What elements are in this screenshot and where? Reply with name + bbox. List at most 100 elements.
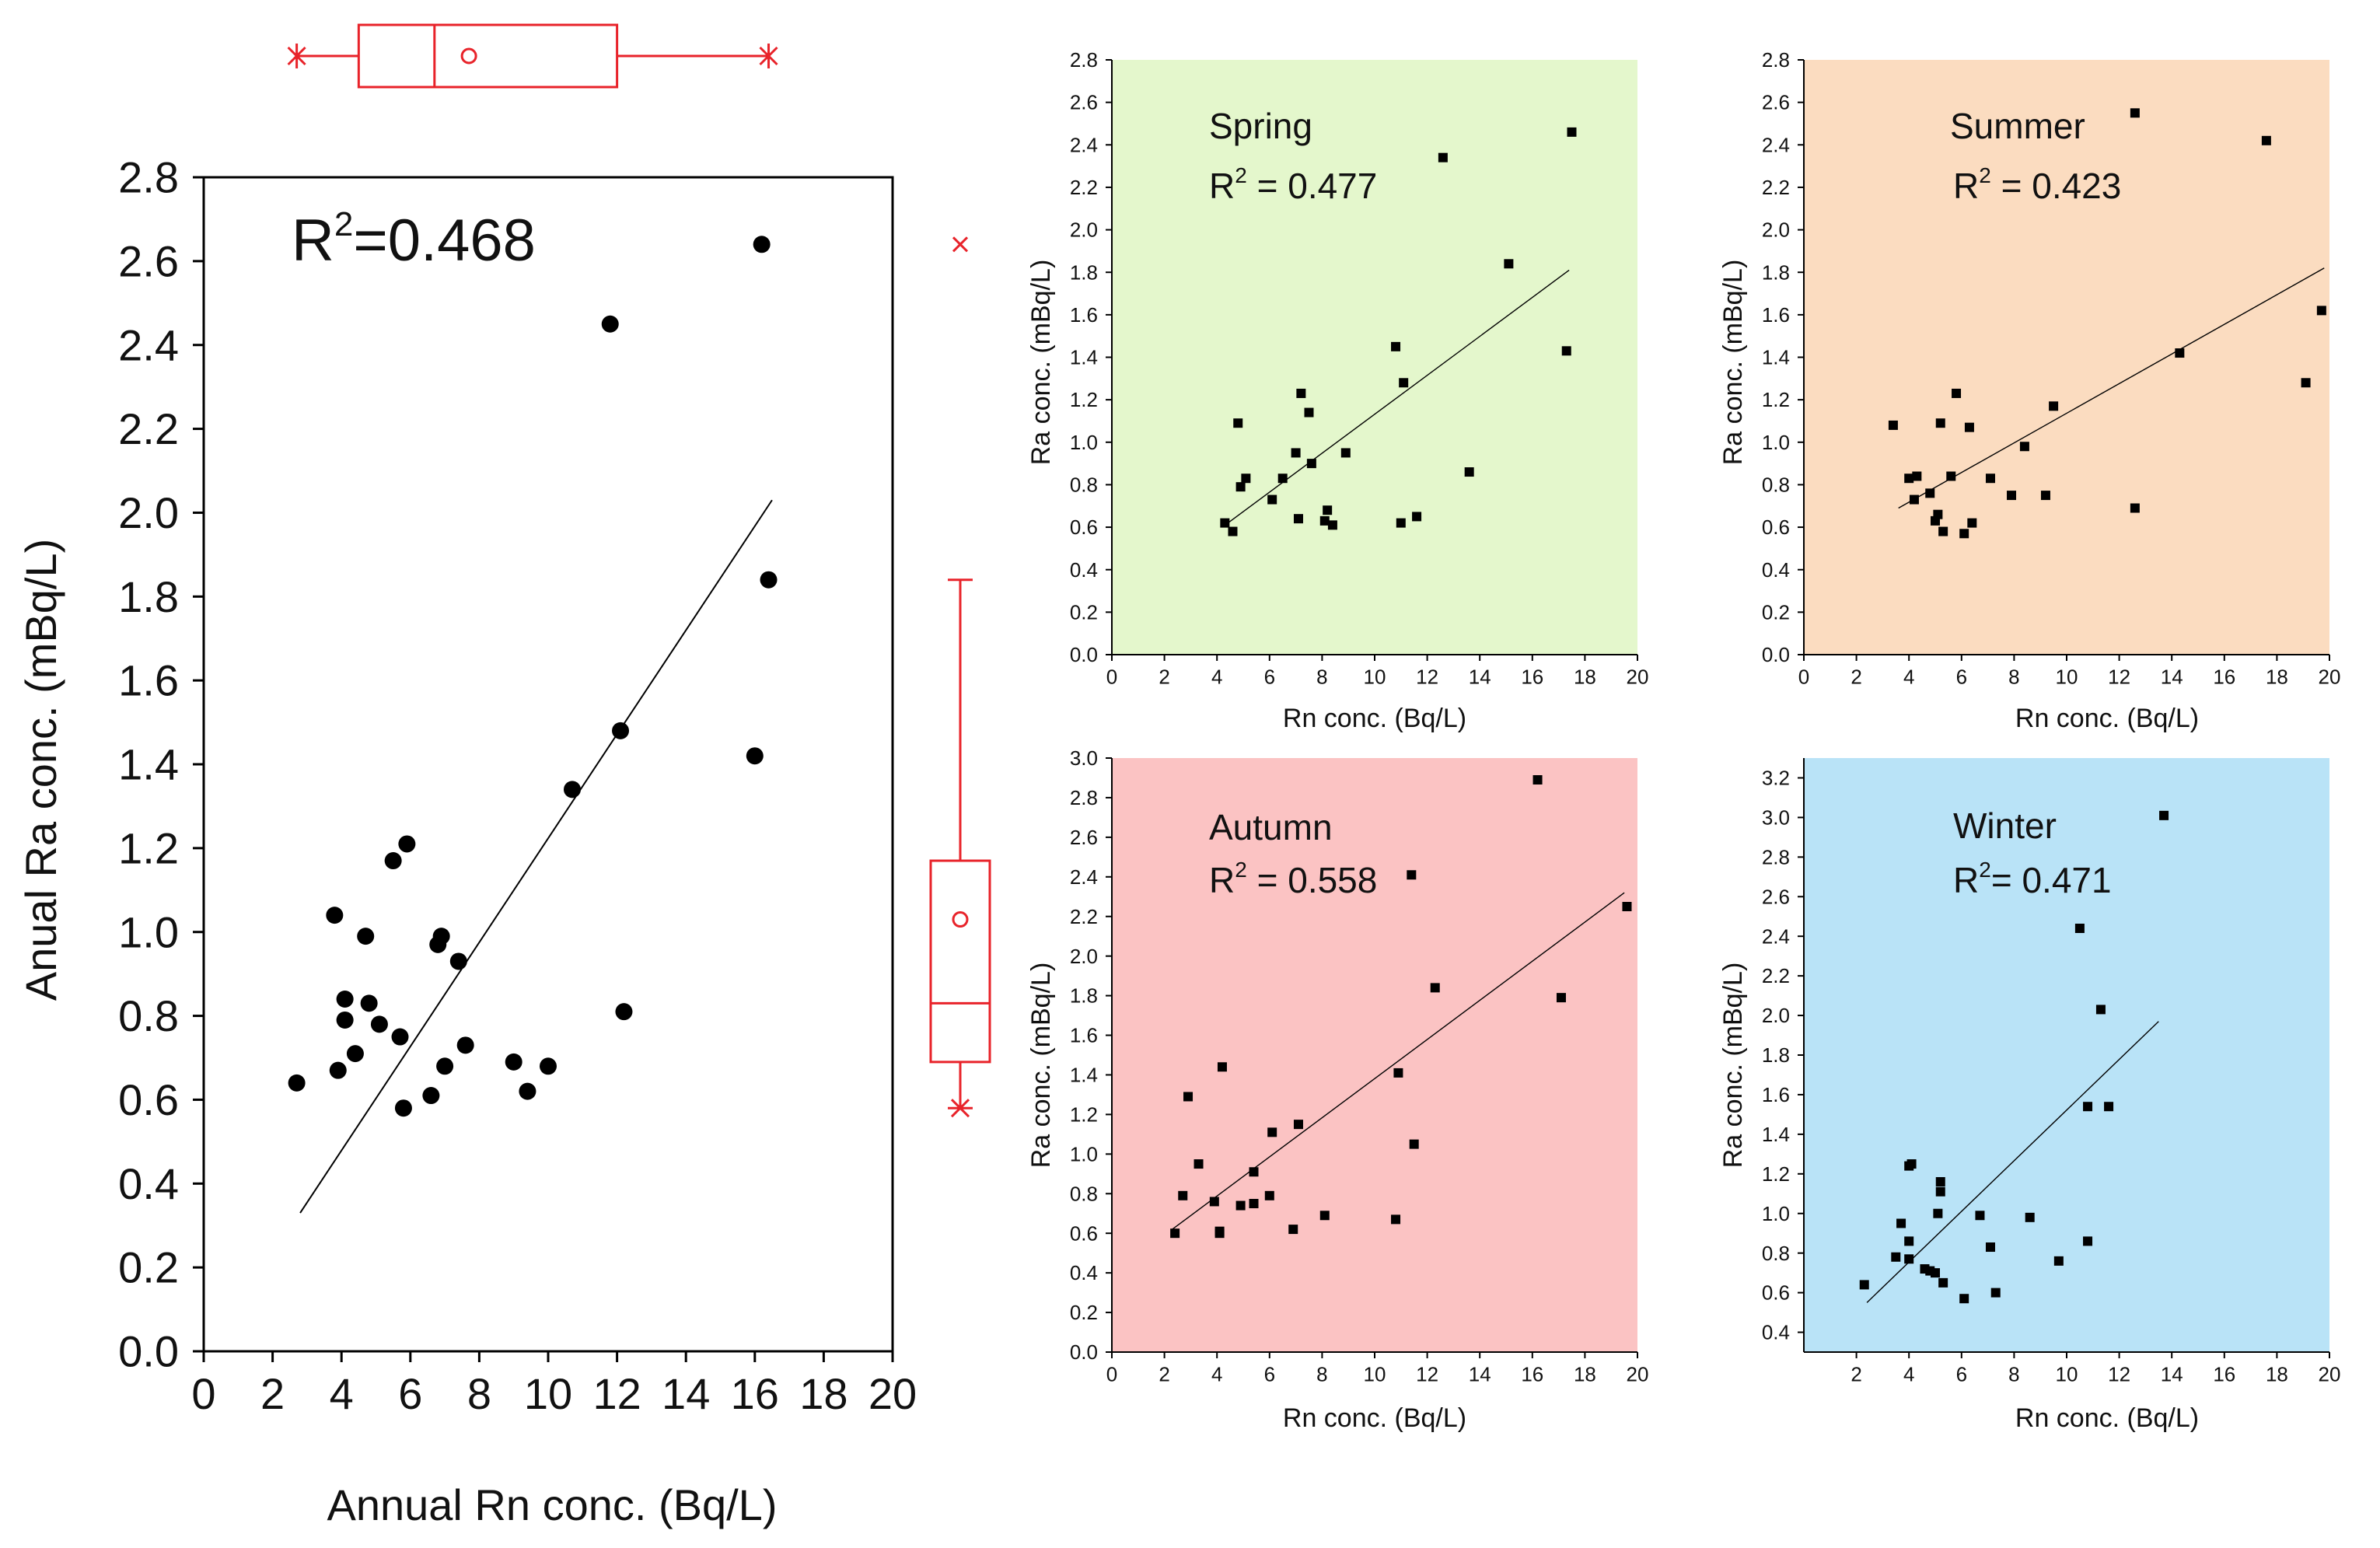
- annual-data-point: [336, 991, 354, 1008]
- spring-data-point: [1399, 378, 1409, 388]
- summer-data-point: [1952, 388, 1962, 398]
- summer-x-tick-label: 0: [1798, 666, 1809, 689]
- summer-x-tick-label: 18: [2266, 666, 2288, 689]
- winter-fit-line: [1866, 1021, 2159, 1303]
- autumn-y-tick-label: 0.8: [1070, 1182, 1098, 1205]
- annual-y-tick-label: 2.6: [118, 236, 179, 285]
- annual-x-tick-label: 2: [260, 1369, 285, 1418]
- autumn-x-axis-label: Rn conc. (Bq/L): [1283, 1403, 1466, 1433]
- winter-title: Winter: [1953, 805, 2057, 846]
- spring-r2: R2 = 0.477: [1209, 163, 1377, 206]
- spring-y-tick-label: 2.2: [1070, 176, 1098, 199]
- summer-y-tick-label: 1.2: [1762, 388, 1790, 411]
- winter-plot-background: [1804, 758, 2329, 1352]
- autumn-data-point: [1622, 902, 1632, 911]
- annual-x-tick-label: 20: [868, 1369, 917, 1418]
- ra-boxplot-mean: [952, 911, 969, 928]
- spring-x-tick-label: 12: [1416, 666, 1438, 689]
- spring-data-point: [1267, 494, 1277, 505]
- annual-y-tick-label: 2.8: [118, 153, 179, 202]
- winter-r2: R2= 0.471: [1953, 858, 2112, 900]
- winter-x-tick-label: 18: [2266, 1363, 2288, 1386]
- summer-y-tick-label: 0.0: [1762, 643, 1790, 666]
- winter-data-point: [1906, 1159, 1917, 1169]
- summer-data-point: [1925, 488, 1935, 498]
- winter-data-point: [1896, 1218, 1906, 1228]
- autumn-x-tick-label: 12: [1416, 1363, 1438, 1386]
- winter-data-point: [2159, 810, 2169, 820]
- autumn-y-tick-label: 1.0: [1070, 1142, 1098, 1165]
- autumn-data-point: [1407, 870, 1417, 880]
- annual-data-point: [422, 1087, 440, 1105]
- summer-scatter-panel: Summer R2 = 0.423 Rn conc. (Bq/L) Ra con…: [1718, 48, 2340, 733]
- spring-y-tick-label: 2.8: [1070, 48, 1098, 72]
- spring-y-tick-label: 0.2: [1070, 600, 1098, 624]
- winter-data-point: [1985, 1242, 1995, 1253]
- spring-x-tick-label: 2: [1159, 666, 1169, 689]
- annual-x-tick-label: 8: [467, 1369, 491, 1418]
- annual-fit-line: [299, 499, 773, 1214]
- winter-data-point: [1935, 1186, 1945, 1197]
- winter-data-point: [2095, 1005, 2106, 1015]
- autumn-data-point: [1430, 983, 1440, 993]
- autumn-y-tick-label: 1.8: [1070, 984, 1098, 1008]
- spring-x-tick-label: 4: [1211, 666, 1222, 689]
- winter-scatter-panel: Winter R2= 0.471 Rn conc. (Bq/L) Ra conc…: [1718, 758, 2340, 1433]
- winter-x-tick-label: 16: [2213, 1363, 2235, 1386]
- spring-data-point: [1504, 259, 1514, 269]
- rn-boxplot-horizontal: [287, 23, 778, 89]
- spring-x-tick-label: 20: [1627, 666, 1649, 689]
- spring-scatter-panel: Spring R2 = 0.477 Rn conc. (Bq/L) Ra con…: [1026, 48, 1648, 733]
- spring-x-axis-label: Rn conc. (Bq/L): [1283, 704, 1466, 733]
- annual-x-tick-label: 0: [191, 1369, 215, 1418]
- spring-data-point: [1296, 388, 1306, 398]
- summer-data-point: [1912, 471, 1922, 481]
- winter-data-point: [1990, 1288, 2001, 1298]
- annual-data-point: [564, 781, 582, 798]
- winter-data-point: [2025, 1212, 2035, 1222]
- annual-data-point: [384, 852, 402, 870]
- winter-x-tick-label: 6: [1956, 1363, 1967, 1386]
- rn-boxplot-max-marker: [759, 46, 778, 66]
- summer-y-tick-label: 1.4: [1762, 346, 1790, 369]
- annual-r2-annotation: R2=0.468: [292, 205, 536, 274]
- summer-data-point: [2261, 135, 2271, 145]
- autumn-x-tick-label: 4: [1211, 1363, 1222, 1386]
- autumn-y-tick-label: 0.6: [1070, 1221, 1098, 1245]
- annual-y-axis-label: Anual Ra conc. (mBq/L): [16, 539, 65, 1001]
- winter-data-point: [2083, 1102, 2093, 1112]
- winter-x-tick-label: 4: [1903, 1363, 1914, 1386]
- spring-data-point: [1567, 127, 1577, 137]
- autumn-data-point: [1267, 1127, 1277, 1137]
- annual-y-tick-label: 1.8: [118, 572, 179, 621]
- autumn-data-point: [1264, 1190, 1274, 1200]
- spring-data-point: [1293, 514, 1303, 524]
- winter-data-point: [2104, 1102, 2114, 1112]
- annual-y-tick-label: 2.4: [118, 320, 179, 369]
- annual-plot-frame: [202, 176, 894, 1353]
- summer-y-tick-label: 0.2: [1762, 600, 1790, 624]
- autumn-x-tick-label: 20: [1627, 1363, 1649, 1386]
- annual-y-tick-label: 0.2: [118, 1243, 179, 1292]
- winter-y-tick-label: 2.6: [1762, 885, 1790, 908]
- spring-data-point: [1277, 473, 1288, 484]
- winter-y-tick-label: 3.2: [1762, 767, 1790, 790]
- annual-data-point: [601, 315, 619, 333]
- autumn-data-point: [1532, 775, 1543, 785]
- annual-data-point: [760, 571, 778, 589]
- autumn-y-tick-label: 2.6: [1070, 826, 1098, 849]
- annual-data-point: [456, 1036, 474, 1054]
- spring-x-tick-label: 0: [1106, 666, 1117, 689]
- annual-data-point: [370, 1015, 388, 1033]
- autumn-data-point: [1214, 1226, 1225, 1236]
- winter-data-point: [1933, 1208, 1943, 1218]
- spring-y-axis-label: Ra conc. (mBq/L): [1026, 260, 1056, 466]
- summer-data-point: [1888, 420, 1898, 430]
- annual-data-point: [746, 747, 764, 765]
- spring-data-point: [1319, 515, 1330, 526]
- spring-y-tick-label: 1.8: [1070, 260, 1098, 284]
- autumn-x-tick-label: 6: [1264, 1363, 1275, 1386]
- spring-title: Spring: [1209, 106, 1312, 146]
- autumn-data-point: [1235, 1200, 1246, 1211]
- autumn-x-tick-label: 8: [1316, 1363, 1327, 1386]
